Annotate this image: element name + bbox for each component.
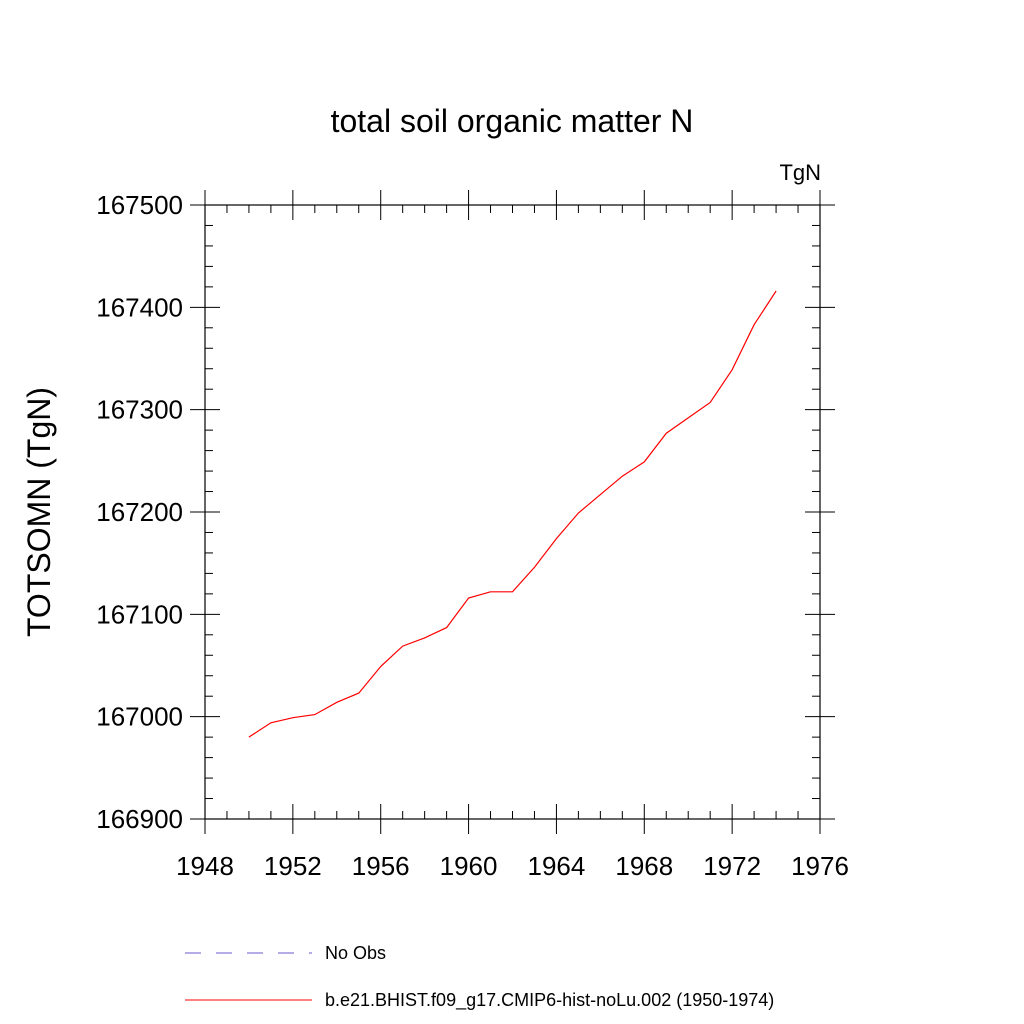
legend-label: No Obs	[325, 943, 386, 963]
legend-item: No Obs	[185, 943, 386, 963]
y-tick-label: 167400	[96, 292, 183, 322]
x-tick-label: 1960	[440, 851, 498, 881]
x-tick-label: 1956	[352, 851, 410, 881]
plot-series	[248, 290, 777, 738]
plot-frame	[204, 204, 821, 820]
legend-item: b.e21.BHIST.f09_g17.CMIP6-hist-noLu.002 …	[185, 990, 774, 1011]
y-tick-label: 167500	[96, 190, 183, 220]
x-tick-label: 1968	[615, 851, 673, 881]
units-label: TgN	[779, 160, 821, 185]
y-axis-title: TOTSOMN (TgN)	[21, 387, 57, 637]
x-tick-label: 1976	[791, 851, 849, 881]
x-tick-label: 1952	[264, 851, 322, 881]
legend: No Obs b.e21.BHIST.f09_g17.CMIP6-hist-noL…	[185, 943, 774, 1011]
y-tick-label: 167300	[96, 395, 183, 425]
chart-title: total soil organic matter N	[331, 103, 694, 139]
series-line	[248, 290, 777, 738]
y-tick-label: 167100	[96, 599, 183, 629]
x-tick-label: 1964	[528, 851, 586, 881]
axis-ticks: 1948 1952 1956 1960 1964 1968 1972 1976 166900 16…	[96, 190, 849, 881]
y-tick-label: 167200	[96, 497, 183, 527]
x-tick-label: 1972	[703, 851, 761, 881]
y-tick-label: 167000	[96, 702, 183, 732]
x-tick-label: 1948	[176, 851, 234, 881]
y-tick-label: 166900	[96, 804, 183, 834]
legend-label: b.e21.BHIST.f09_g17.CMIP6-hist-noLu.002 …	[325, 990, 774, 1011]
